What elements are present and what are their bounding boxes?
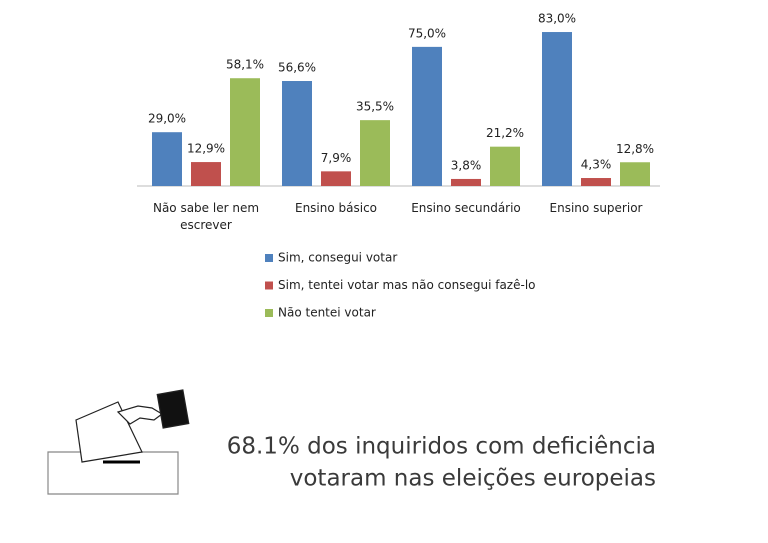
bar [581,178,611,186]
ballot-illustration [47,389,190,495]
bar [412,46,442,186]
caption-line: votaram nas eleições europeias [290,466,656,492]
caption-line: 68.1% dos inquiridos com deficiência [227,434,656,460]
value-label: 3,8% [451,158,482,172]
bar [542,32,572,186]
legend-swatch [265,281,273,290]
value-label: 58,1% [226,58,264,72]
value-label: 12,9% [187,142,225,156]
bar [490,146,520,186]
bar [282,81,312,186]
legend-label: Sim, tentei votar mas não consegui fazê-… [278,278,536,292]
value-label: 29,0% [148,112,186,126]
x-tick-label: Ensino básico [294,201,378,215]
x-tick-label: Ensino superior [549,201,643,215]
bar [152,132,182,186]
legend-label: Não tentei votar [278,306,376,320]
x-tick-label: Não sabe ler nem escrever [152,201,260,232]
bar [230,78,260,186]
value-label: 4,3% [581,158,612,172]
legend-label: Sim, consegui votar [278,251,397,265]
value-label: 12,8% [616,142,654,156]
x-tick-label: Ensino secundário [411,201,521,215]
value-label: 35,5% [356,100,394,114]
value-label: 21,2% [486,126,524,140]
legend-swatch [265,309,273,317]
bar [191,162,221,186]
bar [451,178,481,186]
value-label: 75,0% [408,26,446,40]
bar [360,120,390,186]
legend-swatch [265,254,273,262]
value-label: 83,0% [538,12,576,26]
bar [620,162,650,186]
value-label: 56,6% [278,61,316,75]
value-label: 7,9% [321,151,352,165]
bar [321,171,351,186]
